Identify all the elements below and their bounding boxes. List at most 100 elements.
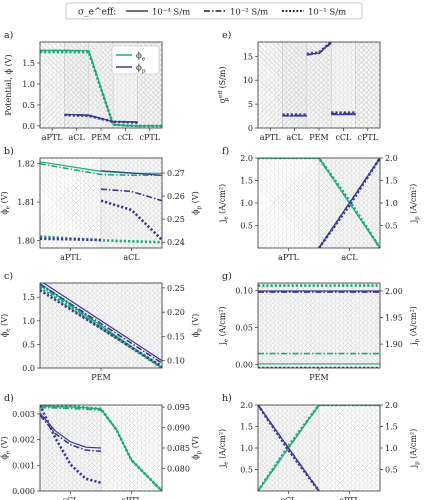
series-line-electron-dotted bbox=[40, 50, 162, 128]
hatch-line bbox=[360, 42, 380, 62]
hatch-line bbox=[159, 283, 162, 286]
hatch-line bbox=[40, 440, 91, 491]
y-tick-label: 1.5 bbox=[22, 293, 35, 302]
hatch-line bbox=[163, 42, 249, 128]
hatch-line bbox=[40, 420, 111, 491]
x-tick-label: aCL bbox=[68, 133, 85, 142]
panel-f: 0.5 1.0 1.5 2.0 0.5 1.0 1.5 2.0 aPTL aCL je (A/cm²… bbox=[218, 146, 420, 262]
hatch-line bbox=[361, 472, 380, 491]
hatch-line bbox=[119, 325, 162, 368]
y2-tick-label: 2.0 bbox=[385, 401, 398, 410]
y-tick-label: 1.0 bbox=[240, 444, 253, 453]
series-group bbox=[40, 283, 162, 368]
hatch-line bbox=[40, 307, 101, 368]
hatch-line bbox=[78, 405, 162, 489]
hatch-line bbox=[163, 42, 249, 128]
hatch-line bbox=[420, 42, 430, 128]
hatch-line bbox=[366, 477, 380, 491]
hatch-line bbox=[405, 42, 430, 128]
hatch-line bbox=[425, 42, 430, 128]
y-tick-label: 0 bbox=[248, 124, 253, 133]
top-legend: σ_e^eff: 10⁻⁴ S/m 10⁻² S/m 10⁻¹ S/m bbox=[65, 2, 363, 20]
hatch-line bbox=[338, 158, 380, 200]
hatch-line bbox=[258, 440, 309, 491]
hatch-line bbox=[40, 88, 80, 128]
series-group bbox=[282, 42, 356, 117]
y-tick-label: 0.003 bbox=[12, 410, 35, 419]
hatch-line bbox=[347, 283, 380, 316]
series-line-proton-dotted bbox=[40, 405, 102, 485]
hatch-line bbox=[132, 97, 162, 128]
hatch-line bbox=[84, 283, 162, 361]
hatch-line bbox=[400, 42, 430, 128]
hatch-line bbox=[391, 42, 430, 128]
x-tick-label: aCL bbox=[123, 253, 140, 262]
region-hatch bbox=[40, 405, 162, 491]
y2-tick-label: 0.25 bbox=[167, 284, 185, 293]
hatch-line bbox=[139, 345, 162, 368]
panel-g: 0.00 0.05 0.10 1.90 1.95 2.00 PEM je (A/cm²) jp … bbox=[218, 271, 430, 382]
hatch-line bbox=[40, 445, 86, 491]
hatch-line bbox=[100, 158, 162, 220]
panel-label: e) bbox=[222, 30, 231, 41]
top-legend-box bbox=[65, 2, 363, 20]
hatch-line bbox=[258, 405, 299, 446]
y2-tick-label: 0.25 bbox=[167, 215, 185, 224]
hatch-line bbox=[266, 405, 354, 491]
hatch-line bbox=[40, 283, 61, 304]
hatch-line bbox=[40, 322, 86, 368]
hatch-line bbox=[40, 103, 65, 128]
hatch-line bbox=[40, 78, 89, 128]
hatch-line bbox=[134, 340, 162, 368]
hatch-line bbox=[380, 42, 430, 128]
hatch-line bbox=[333, 158, 380, 205]
hatch-line bbox=[258, 54, 332, 128]
x-tick-label: cCL bbox=[281, 496, 298, 500]
hatch-line bbox=[40, 83, 85, 128]
hatch-line bbox=[40, 49, 119, 128]
hatch-line bbox=[261, 405, 349, 491]
hatch-line bbox=[198, 42, 284, 128]
hatch-line bbox=[318, 158, 380, 220]
hatch-line bbox=[192, 42, 278, 128]
hatch-line bbox=[343, 211, 380, 248]
hatch-line bbox=[168, 42, 254, 128]
hatch-line bbox=[396, 42, 430, 128]
y-tick-label: 1.0 bbox=[22, 80, 35, 89]
hatch-line bbox=[258, 68, 317, 128]
hatch-line bbox=[258, 460, 289, 491]
hatch-line bbox=[358, 158, 380, 180]
hatch-line bbox=[360, 42, 380, 63]
x-tick-label: aPTL bbox=[278, 253, 299, 262]
legend-title: σ_e^eff: bbox=[78, 8, 116, 18]
hatch-line bbox=[40, 405, 71, 436]
y-tick-label: 5 bbox=[248, 100, 253, 109]
panel-h: 0.5 1.0 1.5 2.0 0.5 1.0 1.5 2.0 cCL cPTL je (A/cm²… bbox=[218, 393, 420, 500]
hatch-line bbox=[262, 283, 349, 368]
x-tick-label: PEM bbox=[91, 373, 110, 382]
hatch-line bbox=[258, 405, 344, 491]
hatch-line bbox=[350, 42, 380, 73]
hatch-line bbox=[418, 283, 430, 368]
hatch-line bbox=[363, 231, 380, 248]
hatch-line bbox=[276, 405, 364, 491]
hatch-line bbox=[142, 107, 162, 128]
y-tick-label: 0.10 bbox=[235, 286, 253, 295]
hatch-line bbox=[40, 73, 94, 128]
series-group bbox=[258, 158, 380, 248]
hatch-line bbox=[72, 42, 159, 128]
y2-axis-label: jp (A/cm²) bbox=[409, 184, 420, 224]
hatch-line bbox=[335, 42, 380, 88]
y2-axis-label: jp (A/cm²) bbox=[409, 429, 420, 469]
hatch-line bbox=[325, 42, 380, 98]
y-tick-label: 1.81 bbox=[17, 198, 35, 207]
hatch-line bbox=[290, 42, 377, 128]
hatch-line bbox=[277, 283, 364, 368]
y2-tick-label: 0.20 bbox=[167, 308, 185, 317]
hatch-line bbox=[326, 405, 380, 459]
plot-frame bbox=[39, 157, 163, 249]
hatch-line bbox=[145, 231, 162, 248]
y2-tick-label: 0.085 bbox=[167, 444, 190, 453]
hatch-line bbox=[40, 352, 56, 368]
y-tick-label: 15 bbox=[243, 52, 253, 61]
